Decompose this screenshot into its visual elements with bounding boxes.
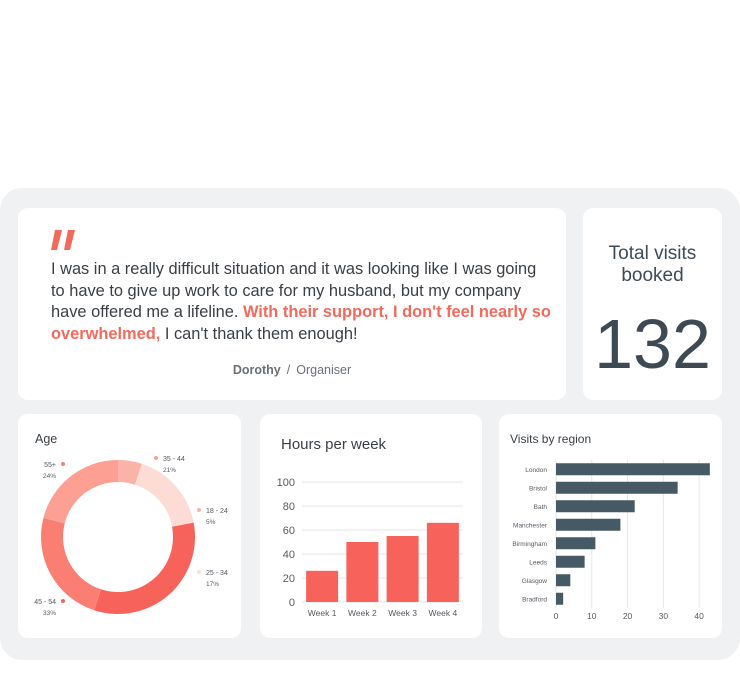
y-tick-label: Bradford bbox=[522, 596, 547, 603]
bar bbox=[556, 592, 564, 605]
bar bbox=[346, 542, 379, 602]
slice-percent-label: 33% bbox=[43, 610, 56, 617]
donut-slice bbox=[41, 517, 102, 611]
donut-slice bbox=[94, 522, 196, 614]
testimonial-text: I was in a really difficult situation an… bbox=[51, 259, 551, 345]
x-tick-label: Week 3 bbox=[388, 608, 417, 618]
x-tick-label: Week 2 bbox=[348, 608, 377, 618]
y-tick-label: 80 bbox=[283, 501, 295, 513]
x-tick-label: Week 1 bbox=[308, 608, 337, 618]
y-tick-label: 0 bbox=[289, 597, 295, 609]
x-tick-label: Week 4 bbox=[429, 608, 458, 618]
y-tick-label: 60 bbox=[283, 525, 295, 537]
region-bar-chart: 0 10 20 30 40 London Bristol Bath Manchester Birm… bbox=[512, 460, 710, 621]
slice-percent-label: 21% bbox=[163, 467, 176, 474]
total-visits-title: Total visits booked bbox=[608, 243, 697, 286]
total-visits-card bbox=[583, 208, 722, 400]
author-separator: / bbox=[286, 363, 291, 377]
x-tick-label: 40 bbox=[694, 611, 704, 621]
quote-icon bbox=[51, 230, 75, 250]
testimonial-author: Dorothy / Organiser bbox=[18, 363, 566, 377]
bar bbox=[426, 522, 459, 602]
donut-slice bbox=[134, 463, 194, 527]
legend-dot bbox=[197, 508, 201, 512]
testimonial-card bbox=[18, 208, 566, 400]
age-chart-title: Age bbox=[35, 432, 58, 446]
y-tick-label: London bbox=[525, 467, 547, 474]
author-name: Dorothy bbox=[232, 363, 281, 377]
slice-label: 35 - 44 bbox=[163, 456, 185, 463]
slice-label: 45 - 54 bbox=[34, 599, 56, 606]
testimonial-text-start: I was in a really difficult situation an… bbox=[51, 260, 537, 321]
x-tick-label: 0 bbox=[554, 611, 559, 621]
x-tick-label: 30 bbox=[659, 611, 669, 621]
legend-dot bbox=[197, 570, 201, 574]
donut-slice bbox=[43, 460, 118, 524]
y-tick-label: 100 bbox=[277, 477, 295, 489]
total-visits-value: 132 bbox=[594, 305, 711, 383]
region-chart-title: Visits by region bbox=[510, 432, 592, 446]
testimonial-text-end: I can't thank them enough! bbox=[160, 324, 358, 343]
y-tick-label: Bath bbox=[534, 504, 548, 511]
y-tick-label: Manchester bbox=[513, 522, 548, 529]
legend-dot bbox=[154, 456, 158, 460]
x-tick-label: 10 bbox=[587, 611, 597, 621]
bar bbox=[556, 574, 571, 587]
y-tick-label: Birmingham bbox=[512, 541, 547, 548]
slice-label: 55+ bbox=[44, 462, 56, 469]
bar bbox=[556, 500, 635, 513]
hours-bar-chart: 0 20 40 60 80 100 Week 1 Week 2 Week 3 Week 4 bbox=[277, 477, 463, 618]
slice-label: 25 - 34 bbox=[206, 570, 228, 577]
y-tick-label: Leeds bbox=[529, 559, 547, 566]
author-role: Organiser bbox=[296, 363, 352, 377]
bar bbox=[556, 463, 710, 476]
legend-dot bbox=[61, 462, 65, 466]
bar bbox=[306, 570, 339, 602]
y-tick-label: 40 bbox=[283, 549, 295, 561]
y-tick-label: Bristol bbox=[529, 485, 548, 492]
bar bbox=[556, 555, 585, 568]
x-tick-label: 20 bbox=[623, 611, 633, 621]
hours-chart-title: Hours per week bbox=[281, 436, 387, 453]
y-tick-label: 20 bbox=[283, 573, 295, 585]
slice-percent-label: 5% bbox=[206, 519, 216, 526]
testimonial-highlight: With their support, I don't feel nearly … bbox=[51, 303, 551, 343]
bar bbox=[556, 537, 596, 550]
slice-percent-label: 24% bbox=[43, 473, 56, 480]
y-tick-label: Glasgow bbox=[522, 578, 548, 585]
bar bbox=[386, 536, 419, 602]
slice-label: 18 - 24 bbox=[206, 508, 228, 515]
bar bbox=[556, 518, 621, 531]
slice-percent-label: 17% bbox=[206, 581, 219, 588]
legend-dot bbox=[61, 599, 65, 603]
age-donut-chart: 18 - 24 5% 25 - 34 17% 45 - 54 33% 55+ 24% 35 - … bbox=[34, 456, 228, 617]
donut-slice bbox=[118, 460, 142, 485]
bar bbox=[556, 481, 678, 494]
